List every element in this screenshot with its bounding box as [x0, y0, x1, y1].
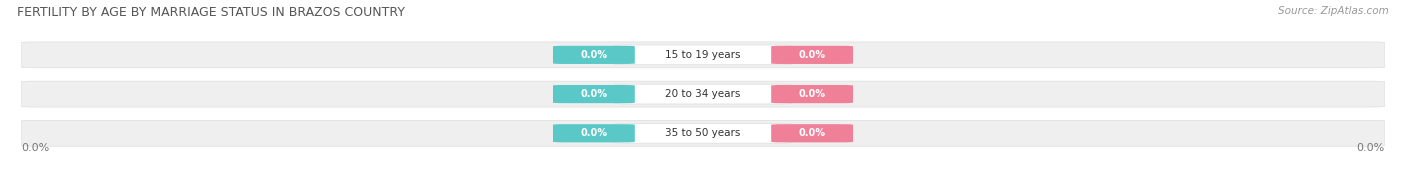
Text: 15 to 19 years: 15 to 19 years: [665, 50, 741, 60]
FancyBboxPatch shape: [553, 46, 636, 64]
Text: 0.0%: 0.0%: [799, 89, 825, 99]
FancyBboxPatch shape: [21, 42, 1385, 68]
Text: FERTILITY BY AGE BY MARRIAGE STATUS IN BRAZOS COUNTRY: FERTILITY BY AGE BY MARRIAGE STATUS IN B…: [17, 6, 405, 19]
FancyBboxPatch shape: [772, 124, 853, 142]
FancyBboxPatch shape: [614, 45, 792, 65]
Text: 0.0%: 0.0%: [581, 128, 607, 138]
Text: 0.0%: 0.0%: [799, 128, 825, 138]
FancyBboxPatch shape: [772, 46, 853, 64]
Text: 20 to 34 years: 20 to 34 years: [665, 89, 741, 99]
Text: 0.0%: 0.0%: [581, 89, 607, 99]
Text: 0.0%: 0.0%: [799, 50, 825, 60]
Text: Source: ZipAtlas.com: Source: ZipAtlas.com: [1278, 6, 1389, 16]
FancyBboxPatch shape: [614, 123, 792, 143]
FancyBboxPatch shape: [614, 84, 792, 104]
FancyBboxPatch shape: [21, 81, 1385, 107]
Text: 0.0%: 0.0%: [1357, 143, 1385, 153]
FancyBboxPatch shape: [553, 124, 636, 142]
FancyBboxPatch shape: [772, 85, 853, 103]
Text: 0.0%: 0.0%: [21, 143, 49, 153]
Text: 35 to 50 years: 35 to 50 years: [665, 128, 741, 138]
Text: 0.0%: 0.0%: [581, 50, 607, 60]
FancyBboxPatch shape: [21, 120, 1385, 146]
FancyBboxPatch shape: [553, 85, 636, 103]
